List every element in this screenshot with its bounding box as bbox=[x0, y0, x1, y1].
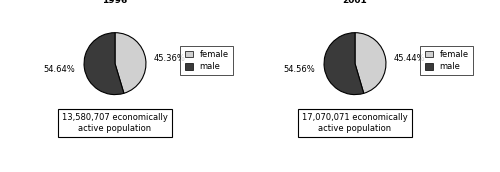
Wedge shape bbox=[355, 33, 386, 93]
Text: 54.56%: 54.56% bbox=[284, 65, 315, 74]
Wedge shape bbox=[84, 33, 124, 95]
Text: 54.64%: 54.64% bbox=[44, 65, 75, 74]
Title: Economically Active Population
1996: Economically Active Population 1996 bbox=[35, 0, 195, 5]
Wedge shape bbox=[324, 33, 364, 95]
Legend: female, male: female, male bbox=[180, 46, 233, 75]
Title: Economically Active Population
2001: Economically Active Population 2001 bbox=[275, 0, 435, 5]
Text: 17,070,071 economically
active population: 17,070,071 economically active populatio… bbox=[302, 113, 408, 133]
Legend: female, male: female, male bbox=[420, 46, 473, 75]
Text: 45.44%: 45.44% bbox=[394, 54, 425, 63]
Text: 13,580,707 economically
active population: 13,580,707 economically active populatio… bbox=[62, 113, 168, 133]
Wedge shape bbox=[115, 33, 146, 93]
Text: 45.36%: 45.36% bbox=[154, 53, 185, 62]
